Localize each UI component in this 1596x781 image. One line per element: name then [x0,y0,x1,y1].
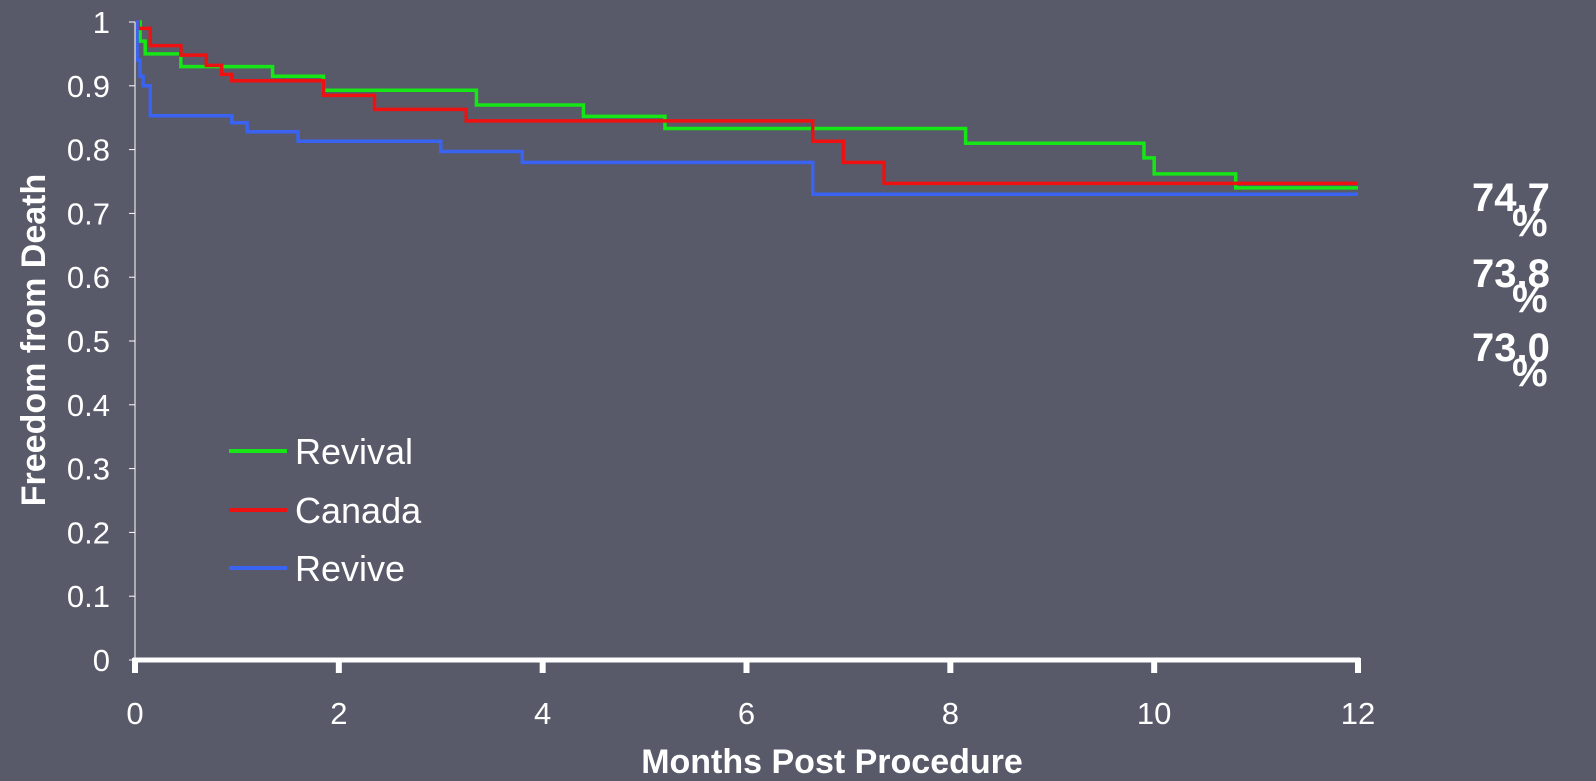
annotation-unit: % [1512,201,1548,245]
y-axis-title: Freedom from Death [15,174,53,507]
annotation-value: 73.8 [1472,252,1550,296]
x-axis-title: Months Post Procedure [641,743,1023,781]
x-tick-label: 6 [738,696,755,731]
annotation-unit: % [1512,351,1548,395]
y-tick-label: 0.4 [67,388,110,423]
y-tick-label: 0.3 [67,452,110,487]
x-tick-label: 10 [1137,696,1171,731]
series-line-canada [135,20,1358,186]
x-tick-label: 4 [534,696,551,731]
y-tick-label: 1 [93,5,110,40]
x-tick-label: 12 [1341,696,1375,731]
y-tick-label: 0.7 [67,196,110,231]
legend-label-revival: Revival [295,431,413,472]
y-tick-label: 0.6 [67,260,110,295]
y-tick-label: 0 [93,643,110,678]
series-line-revival [135,20,1358,190]
x-tick-label: 8 [942,696,959,731]
y-tick-label: 0.8 [67,133,110,168]
annotation-value: 73.0 [1472,326,1550,370]
legend-label-canada: Canada [295,490,422,531]
y-tick-label: 0.2 [67,515,110,550]
x-tick-label: 0 [126,696,143,731]
x-tick-label: 2 [330,696,347,731]
y-tick-label: 0.5 [67,324,110,359]
series-line-revive [135,20,1358,197]
annotation-value: 74.7 [1472,176,1550,220]
legend-label-revive: Revive [295,548,405,589]
annotation-unit: % [1512,277,1548,321]
y-tick-label: 0.1 [67,579,110,614]
y-tick-label: 0.9 [67,69,110,104]
